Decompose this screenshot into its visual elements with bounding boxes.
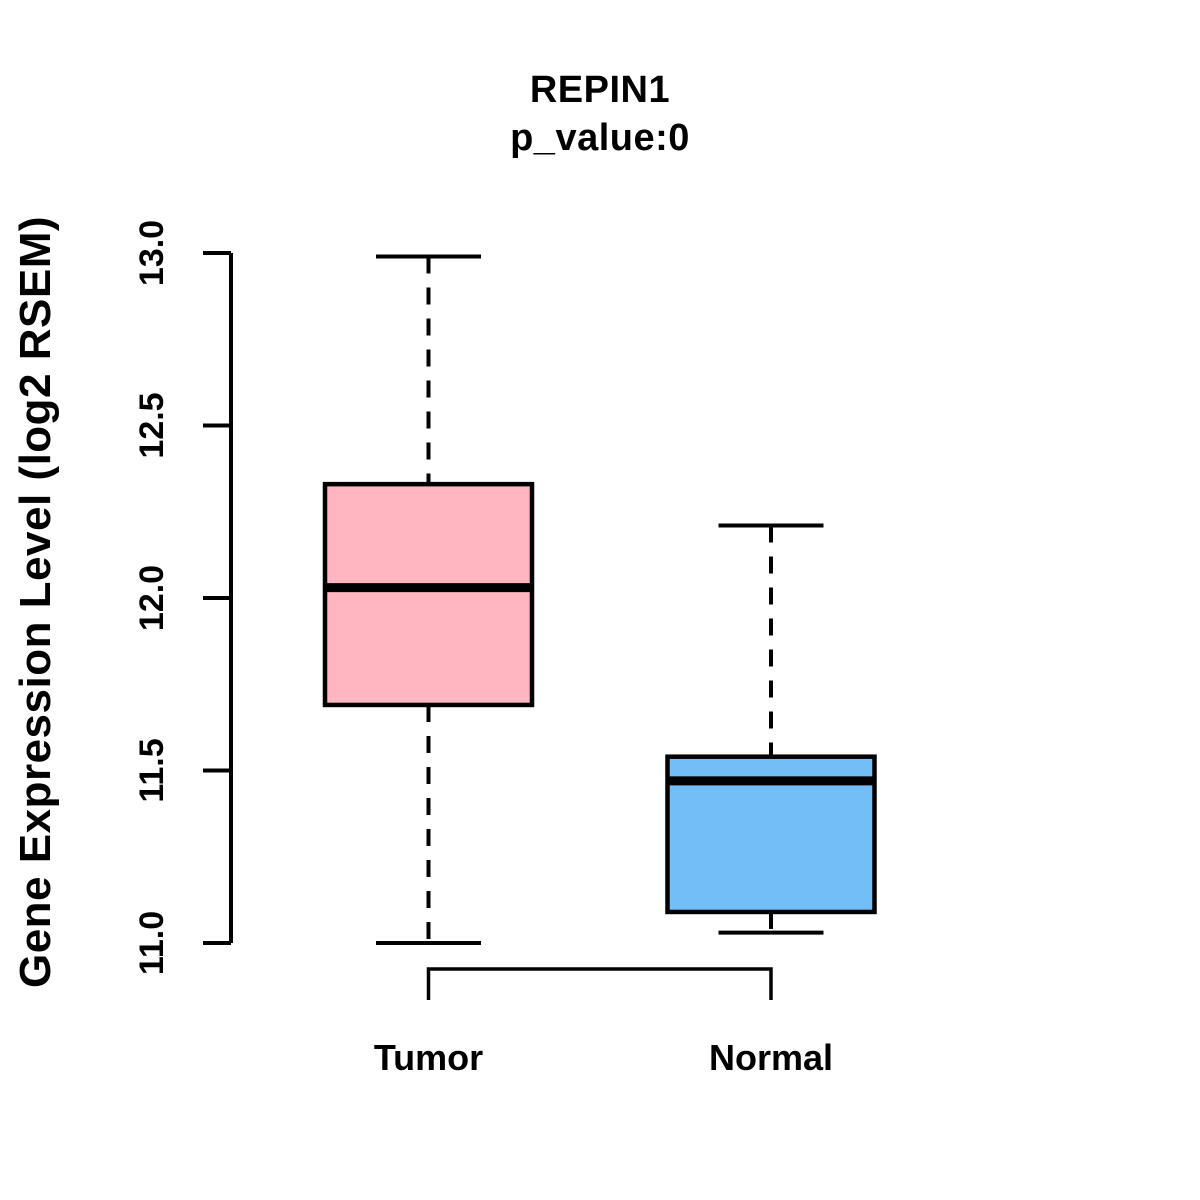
category-label-normal: Normal [709,1037,833,1078]
category-label-tumor: Tumor [374,1037,483,1078]
chart-title: REPIN1 [529,69,671,111]
chart-subtitle: p_value:0 [510,117,690,159]
y-axis-tick-label: 12.0 [133,565,171,631]
comparison-bracket [426,967,773,1000]
y-axis-tick-label: 12.5 [133,392,171,458]
y-axis-tick-label: 11.0 [133,911,171,975]
y-axis-tick-label: 13.0 [133,220,171,286]
y-axis-label: Gene Expression Level (log2 RSEM) [11,215,60,989]
y-axis-tick-label: 11.5 [133,738,171,802]
chart-title-block: REPIN1 p_value:0 [0,66,1200,162]
iqr-box-tumor [322,481,535,708]
